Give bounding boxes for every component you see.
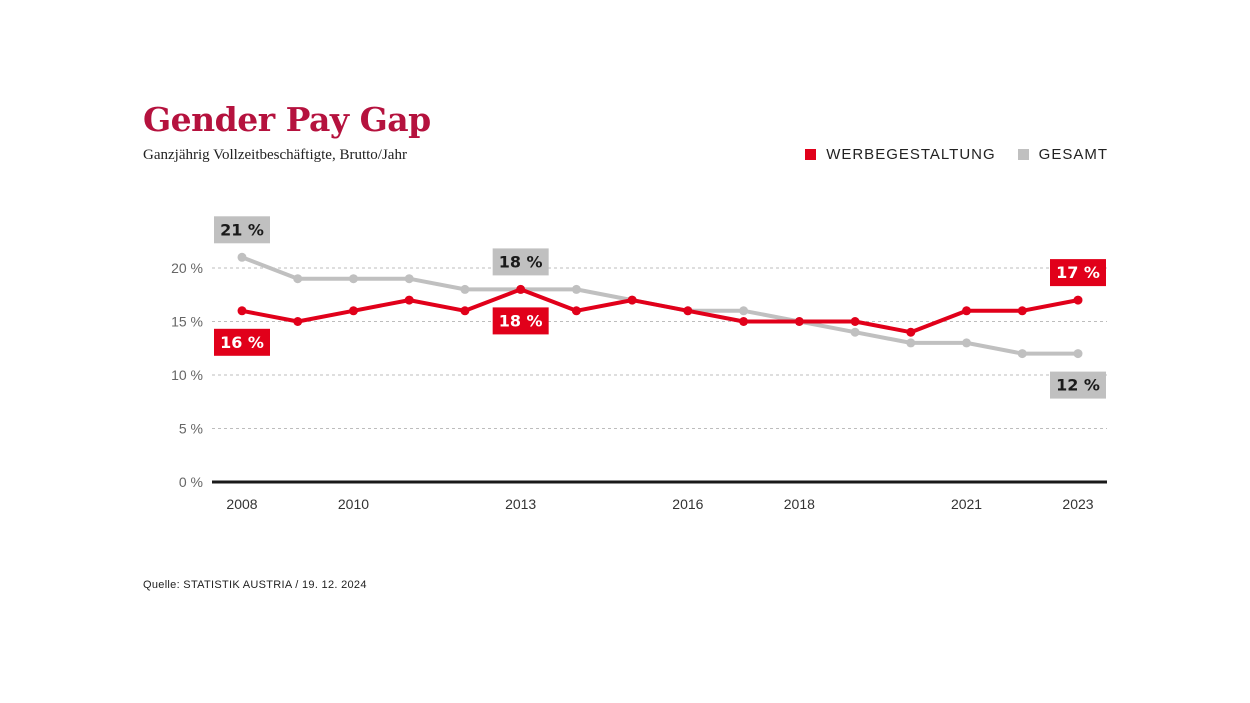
point-werbegestaltung-2013 xyxy=(516,284,526,294)
point-werbegestaltung-2020 xyxy=(906,327,916,337)
x-tick-label-2021: 2021 xyxy=(951,496,982,512)
legend-swatch-gesamt xyxy=(1017,149,1029,160)
data-label-werbegestaltung-2013: 18 % xyxy=(499,311,543,330)
point-werbegestaltung-2017 xyxy=(739,317,749,326)
x-tick-label-2023: 2023 xyxy=(1062,496,1093,512)
point-gesamt-2014 xyxy=(571,284,581,294)
data-label-box-gesamt-2008 xyxy=(214,216,270,244)
point-werbegestaltung-2008 xyxy=(237,306,247,316)
point-werbegestaltung-2023 xyxy=(1073,295,1083,305)
y-tick-label-20: 20 % xyxy=(171,260,203,276)
data-label-gesamt-2008: 21 % xyxy=(220,220,264,239)
point-werbegestaltung-2019 xyxy=(850,317,860,326)
data-label-werbegestaltung-2023: 17 % xyxy=(1056,263,1100,282)
point-werbegestaltung-2018 xyxy=(794,317,804,326)
source-note: Quelle: STATISTIK AUSTRIA / 19. 12. 2024 xyxy=(143,579,367,591)
data-label-box-werbegestaltung-2008 xyxy=(214,328,270,356)
legend-label-gesamt: GESAMT xyxy=(1038,146,1108,163)
point-werbegestaltung-2014 xyxy=(571,306,581,316)
legend: WERBEGESTALTUNG GESAMT xyxy=(805,146,1108,163)
x-tick-label-2016: 2016 xyxy=(672,496,703,512)
data-label-werbegestaltung-2008: 16 % xyxy=(220,333,264,352)
series-line-werbegestaltung xyxy=(240,287,1080,335)
y-tick-label-5: 5 % xyxy=(179,421,203,437)
data-label-box-werbegestaltung-2013 xyxy=(492,307,549,335)
data-label-box-gesamt-2023 xyxy=(1050,371,1106,399)
legend-swatch-werbegestaltung xyxy=(805,149,817,160)
legend-item-werbegestaltung: WERBEGESTALTUNG xyxy=(805,146,995,163)
x-tick-label-2018: 2018 xyxy=(784,496,815,512)
point-gesamt-2012 xyxy=(460,284,470,294)
legend-label-werbegestaltung: WERBEGESTALTUNG xyxy=(826,146,996,163)
point-gesamt-2011 xyxy=(404,274,414,284)
point-werbegestaltung-2012 xyxy=(460,306,470,316)
point-werbegestaltung-2021 xyxy=(962,306,972,316)
point-gesamt-2017 xyxy=(739,306,749,316)
point-gesamt-2008 xyxy=(237,252,247,262)
point-gesamt-2010 xyxy=(348,274,358,284)
chart-title: Gender Pay Gap xyxy=(143,100,431,139)
point-werbegestaltung-2009 xyxy=(293,317,303,326)
point-gesamt-2020 xyxy=(906,338,916,348)
point-gesamt-2019 xyxy=(850,327,860,337)
data-label-box-werbegestaltung-2023 xyxy=(1050,259,1106,287)
data-label-gesamt-2013: 18 % xyxy=(499,252,543,271)
chart-subtitle: Ganzjährig Vollzeitbeschäftigte, Brutto/… xyxy=(143,147,407,163)
point-werbegestaltung-2010 xyxy=(348,306,358,316)
legend-item-gesamt: GESAMT xyxy=(1017,146,1108,163)
x-tick-label-2010: 2010 xyxy=(338,496,369,512)
y-tick-label-10: 10 % xyxy=(171,367,203,383)
y-tick-label-15: 15 % xyxy=(171,314,203,330)
y-tick-label-0: 0 % xyxy=(179,474,203,490)
point-werbegestaltung-2015 xyxy=(627,295,637,305)
x-tick-label-2008: 2008 xyxy=(226,496,257,512)
point-gesamt-2021 xyxy=(962,338,972,348)
data-label-gesamt-2023: 12 % xyxy=(1056,376,1100,395)
point-gesamt-2023 xyxy=(1073,349,1083,359)
point-werbegestaltung-2016 xyxy=(683,306,693,316)
x-tick-label-2013: 2013 xyxy=(505,496,536,512)
point-gesamt-2022 xyxy=(1017,349,1027,359)
point-gesamt-2009 xyxy=(293,274,303,284)
data-label-box-gesamt-2013 xyxy=(492,248,549,276)
point-werbegestaltung-2011 xyxy=(404,295,414,305)
point-werbegestaltung-2022 xyxy=(1017,306,1027,316)
